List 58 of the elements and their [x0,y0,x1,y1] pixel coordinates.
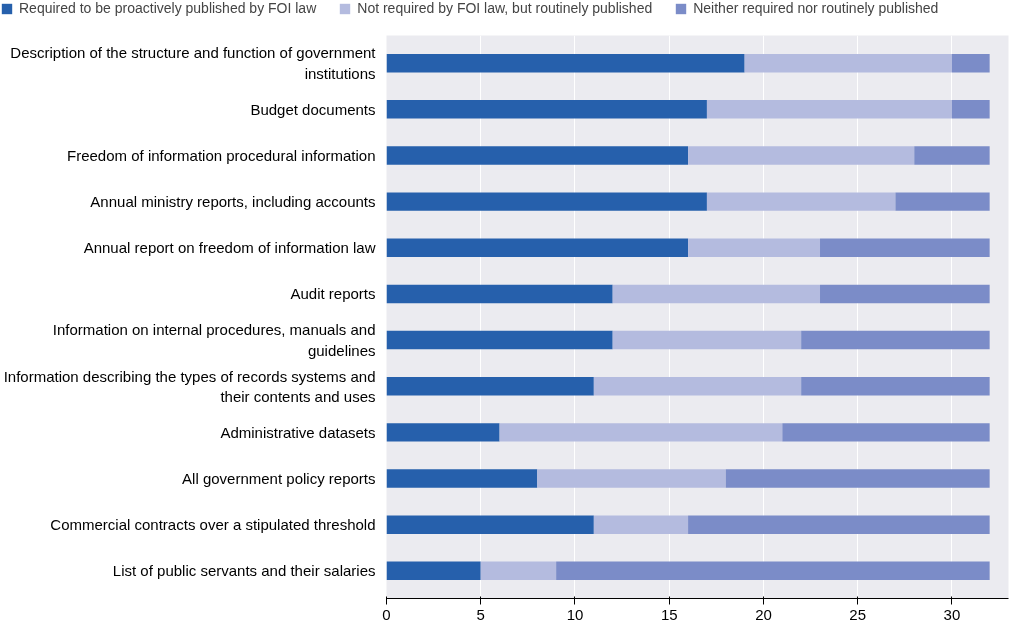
bar [537,469,726,488]
y-tick-label: Freedom of information procedural information [67,146,376,164]
x-tick-label: 5 [476,605,485,623]
bar [386,53,745,73]
bar [593,515,689,534]
bar [688,515,990,534]
y-tick-label: Annual report on freedom of information law [83,239,376,257]
bar [706,100,952,119]
y-tick-label: Annual ministry reports, including accounts [90,193,376,211]
x-tick-label: 20 [755,605,772,623]
bar [480,561,557,581]
y-tick-label: Budget documents [250,100,376,118]
bar [895,192,990,211]
x-tick-label: 25 [849,605,867,623]
bar [499,423,783,442]
y-tick-label: Description of the structure and function of government institutions [10,44,377,82]
bar [386,469,538,488]
y-tick-label: Commercial contracts over a stipulated threshold [50,516,376,534]
x-tick-label: 0 [382,605,391,623]
bar [820,238,990,258]
bar [593,376,802,396]
y-tick-label: All government policy reports [182,470,376,488]
bar [556,561,990,581]
y-tick-label: Administrative datasets [220,423,376,441]
y-tick-label: Information on internal procedures, manuals and guidelines [52,321,376,359]
bar [725,469,990,488]
bar [688,146,915,165]
bar [386,100,707,119]
bar [386,330,613,350]
bar [386,238,689,258]
y-tick-label: List of public servants and their salaries [112,562,376,580]
legend-label: Required to be proactively published by FOI law [19,0,317,16]
bar [801,376,990,396]
y-tick-label: Audit reports [290,285,376,303]
bar [820,284,990,304]
x-tick-label: 15 [660,605,678,623]
bar [914,146,990,165]
bar [782,423,990,442]
y-tick-label: Information describing the types of records systems and their contents and uses [3,367,376,405]
bar [951,53,990,73]
x-tick-label: 30 [943,605,961,623]
bar [386,146,689,165]
bar [386,423,500,442]
legend-label: Neither required nor routinely published [693,0,939,16]
bar [688,238,821,258]
bar [386,376,594,396]
bar [386,284,613,304]
x-tick-label: 10 [566,605,584,623]
bar [386,561,481,581]
legend-label: Not required by FOI law, but routinely published [357,0,653,16]
bar [744,53,952,73]
bar [612,284,821,304]
bar [801,330,990,350]
bar [706,192,896,211]
bar [951,100,990,119]
bar [386,515,594,534]
bar [612,330,802,350]
bar [386,192,707,211]
